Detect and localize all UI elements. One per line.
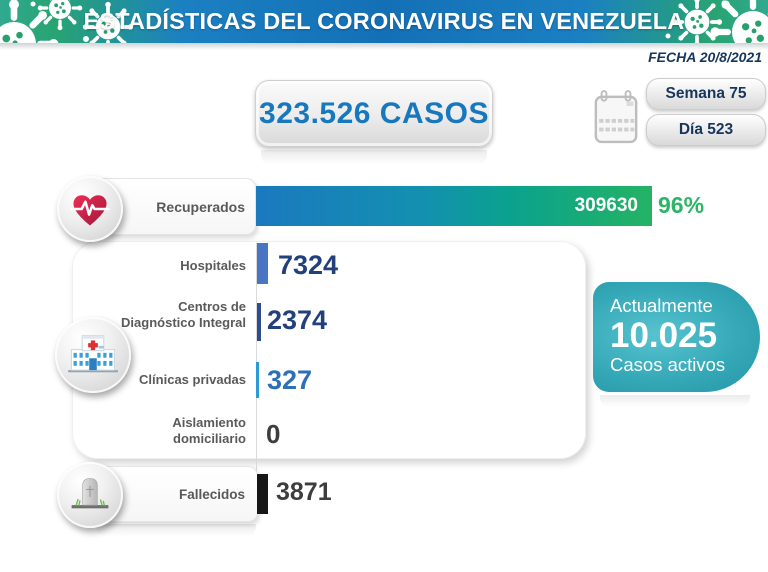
cdi-bar: [257, 303, 261, 341]
deaths-bar: [257, 474, 268, 514]
reflection: [96, 524, 256, 537]
active-cases-caption: Actualmente: [610, 295, 713, 316]
day-badge: Día 523: [646, 114, 766, 146]
recovered-percent: 96%: [658, 192, 705, 218]
reflection: [600, 395, 750, 407]
active-cases-value: 10.025: [610, 316, 718, 355]
private-clinics-value: 327: [267, 365, 313, 395]
cdi-value: 2374: [267, 305, 328, 335]
hospitals-bar: [257, 243, 268, 284]
active-cases-label: Casos activos: [610, 354, 726, 375]
deaths-label: Fallecidos: [178, 486, 245, 502]
recovered-bar: 309630: [256, 186, 652, 226]
home-isolation-value: 0: [266, 419, 281, 449]
axis-line: [256, 243, 257, 474]
virus-decoration-icons: [0, 0, 768, 43]
week-badge: Semana 75: [646, 78, 766, 110]
title-banner: ESTADÍSTICAS DEL CORONAVIRUS EN VENEZUEL…: [0, 0, 768, 43]
recovered-label: Recuperados: [156, 198, 245, 215]
private-clinics-bar: [256, 362, 259, 398]
reflection: [261, 150, 487, 165]
facilities-card: [72, 241, 586, 459]
private-clinics-label: Clínicas privadas: [139, 372, 246, 387]
total-cases-box: 323.526 CASOS: [255, 80, 493, 147]
date-label: FECHA 20/8/2021: [648, 49, 762, 65]
cdi-label: Centros de Diagnóstico Integral: [121, 299, 246, 330]
active-cases-box: Actualmente 10.025 Casos activos: [593, 282, 760, 392]
hospital-icon: [55, 317, 131, 393]
deaths-value: 3871: [276, 478, 332, 506]
page-title: ESTADÍSTICAS DEL CORONAVIRUS EN VENEZUEL…: [83, 8, 685, 34]
home-isolation-label: Aislamiento domiciliario: [172, 415, 246, 446]
recovered-value: 309630: [574, 195, 638, 216]
total-cases-value: 323.526 CASOS: [259, 96, 489, 130]
recovered-heart-ecg-icon: [57, 176, 123, 242]
calendar-icon: [594, 90, 638, 144]
hospitals-label: Hospitales: [180, 258, 246, 273]
hospitals-value: 7324: [278, 250, 339, 280]
deaths-tombstone-icon: [57, 462, 123, 528]
banner-shadow: [0, 43, 768, 50]
